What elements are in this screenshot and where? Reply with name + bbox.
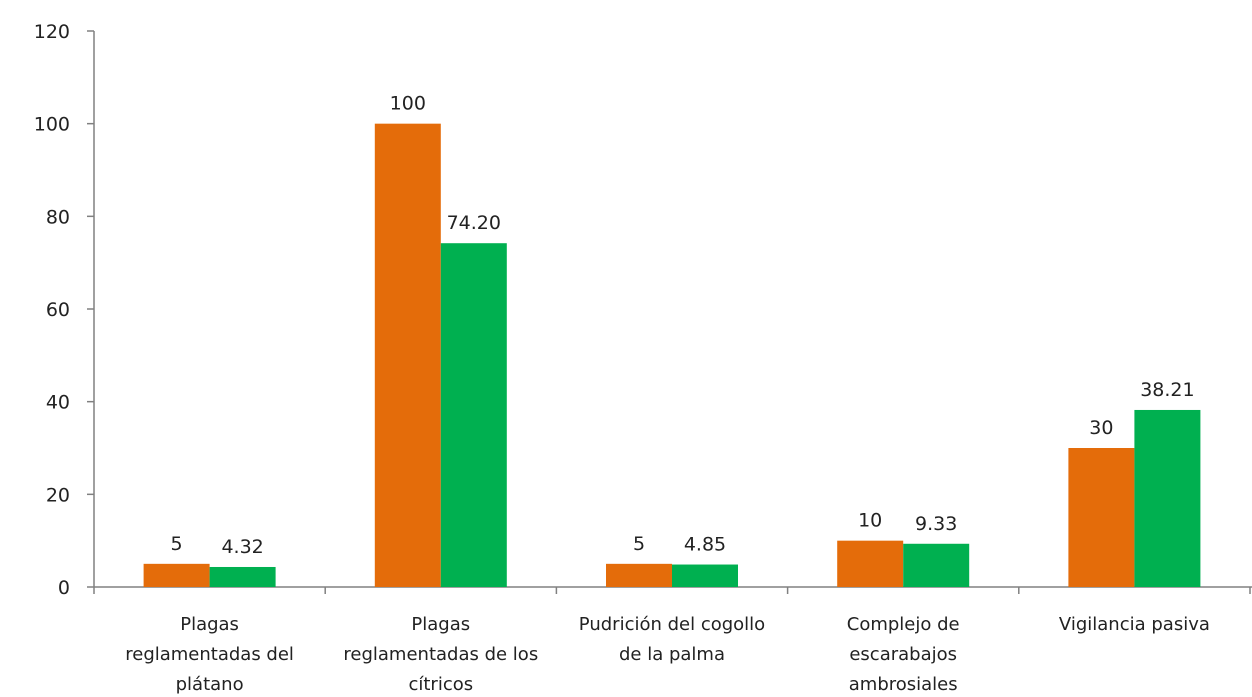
x-tick-label: Vigilancia pasiva	[1059, 614, 1210, 635]
y-tick-label: 40	[46, 392, 70, 414]
data-label: 10	[858, 510, 882, 532]
bar-s0-c4	[1068, 448, 1135, 587]
data-label: 100	[390, 93, 426, 115]
bar-s0-c1	[374, 123, 441, 588]
data-labels: 5 4.32 100 74.20 5 4.85 10 9.33 30 38.21	[171, 93, 1195, 558]
y-tick-label: 20	[46, 484, 70, 506]
data-label: 4.32	[221, 536, 263, 558]
bar-series	[143, 123, 1201, 588]
y-tick-label: 0	[58, 577, 70, 599]
y-tick-label: 120	[34, 21, 70, 43]
bar-s0-c2	[606, 563, 672, 587]
data-label: 9.33	[915, 513, 957, 535]
bar-s1-c0	[209, 566, 276, 587]
bar-s1-c3	[903, 543, 970, 587]
x-tick-label: Plagas reglamentadas del plátano	[125, 614, 294, 695]
bar-s1-c2	[672, 564, 738, 587]
x-tick-label: Complejo de escarabajos ambrosiales	[847, 614, 960, 695]
bar-s0-c0	[143, 563, 210, 587]
data-label: 38.21	[1140, 379, 1194, 401]
category-labels: Plagas reglamentadas del plátano Plagas regl…	[125, 614, 1210, 695]
x-tick-label: Plagas reglamentadas de los cítricos	[343, 614, 538, 695]
y-tick-label: 60	[46, 299, 70, 321]
bar-s0-c3	[837, 540, 904, 587]
bar-s1-c4	[1134, 409, 1201, 587]
data-label: 30	[1089, 417, 1113, 439]
data-label: 74.20	[447, 212, 501, 234]
data-label: 4.85	[684, 534, 726, 556]
y-tick-label: 80	[46, 206, 70, 228]
y-axis: 0 20 40 60 80 100 120	[34, 21, 95, 599]
x-tick-label: Pudrición del cogollo de la palma	[579, 614, 765, 665]
data-label: 5	[171, 533, 183, 555]
data-label: 5	[633, 533, 645, 555]
bar-s1-c1	[440, 243, 507, 587]
x-axis	[93, 586, 1252, 594]
y-tick-label: 100	[34, 114, 70, 136]
